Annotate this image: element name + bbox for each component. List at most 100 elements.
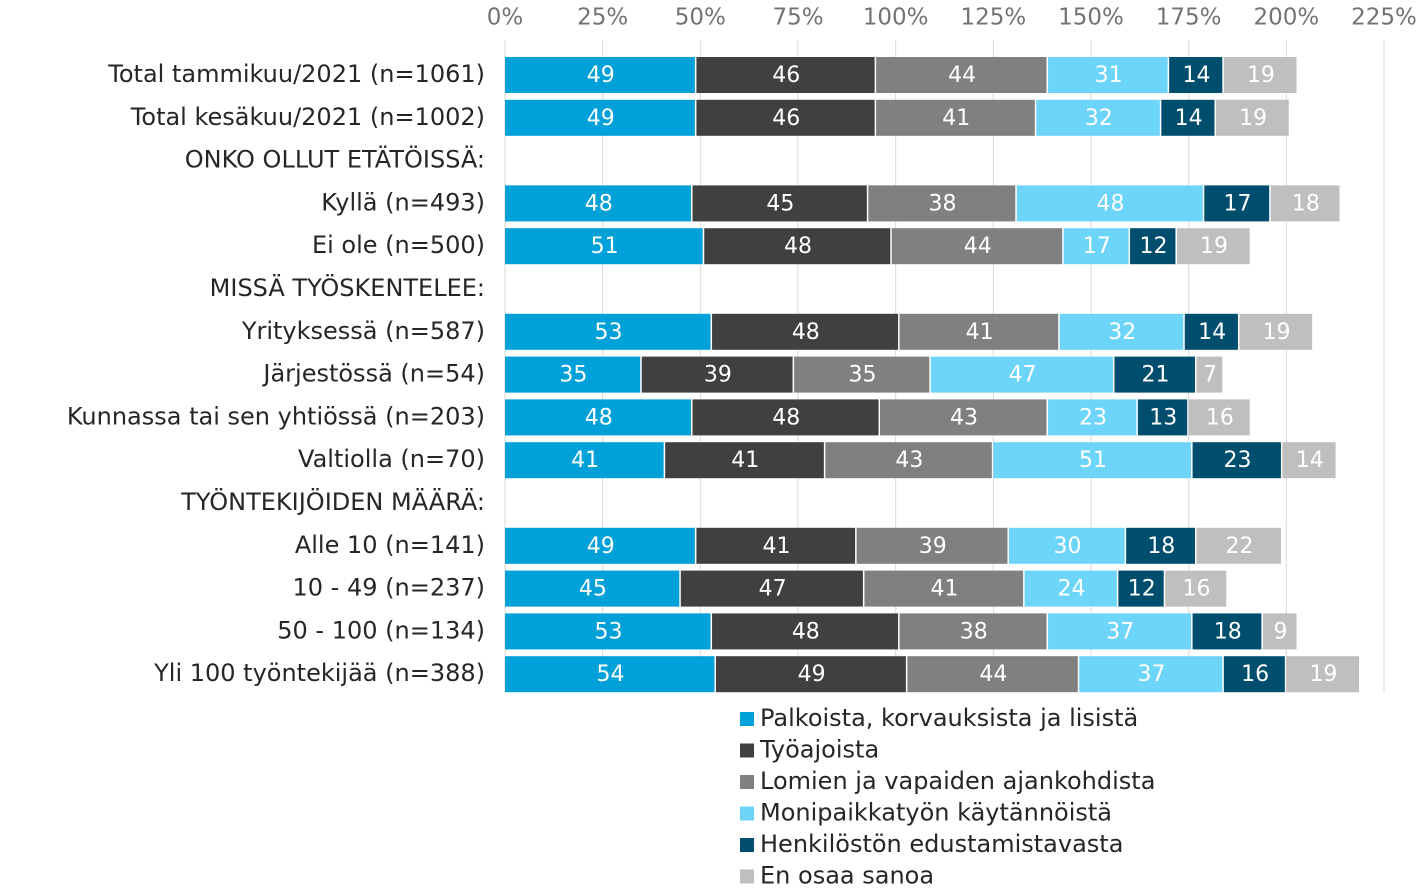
y-tick-label: Yrityksessä (n=587) — [241, 317, 485, 345]
data-label: 49 — [587, 534, 615, 559]
bar-segment — [1169, 57, 1223, 93]
data-label: 19 — [1200, 234, 1228, 259]
bar-segment — [1262, 613, 1297, 650]
x-tick-label: 25% — [577, 5, 628, 31]
x-tick-label: 125% — [960, 5, 1026, 31]
bar-segment — [696, 99, 875, 136]
bar-segment — [696, 527, 856, 564]
legend-label: Työajoista — [759, 736, 879, 764]
bar-segment — [712, 313, 899, 350]
bar-segment — [715, 656, 906, 693]
x-tick-label: 100% — [863, 5, 929, 31]
data-label: 45 — [579, 577, 607, 602]
legend-swatch — [740, 838, 754, 852]
bar-segment — [1270, 185, 1340, 222]
bar-segment — [868, 185, 1016, 222]
legend-swatch — [740, 806, 754, 821]
data-label: 23 — [1224, 448, 1252, 473]
bar-segment — [505, 99, 695, 136]
bar-segment — [1008, 527, 1125, 564]
data-label: 39 — [704, 363, 732, 388]
data-label: 37 — [1138, 662, 1166, 687]
bar-segment — [1223, 656, 1285, 693]
data-label: 53 — [595, 619, 623, 644]
bar-segment — [1223, 57, 1297, 93]
bar-segment — [891, 228, 1063, 265]
data-label: 53 — [595, 320, 623, 345]
y-tick-label: 50 - 100 (n=134) — [277, 616, 485, 644]
bar-segment — [1161, 99, 1215, 136]
bar-segment — [1192, 442, 1281, 479]
bar-segment — [704, 228, 891, 265]
data-label: 19 — [1239, 106, 1267, 131]
data-label: 48 — [585, 191, 613, 216]
bar-segment — [1114, 356, 1195, 393]
y-tick-label: Kunnassa tai sen yhtiössä (n=203) — [67, 402, 485, 430]
data-label: 7 — [1203, 363, 1217, 388]
x-tick-label: 75% — [772, 5, 823, 31]
data-label: 48 — [772, 405, 800, 430]
data-label: 51 — [591, 234, 619, 259]
data-label: 47 — [1009, 363, 1037, 388]
data-label: 14 — [1175, 106, 1203, 131]
data-label: 17 — [1224, 191, 1252, 216]
bar-segment — [505, 570, 680, 607]
bar-segment — [1196, 356, 1223, 393]
bar-segment — [1048, 399, 1137, 436]
bar-segment — [505, 57, 695, 93]
data-label: 44 — [979, 662, 1007, 687]
data-label: 23 — [1079, 405, 1107, 430]
data-label: 37 — [1106, 619, 1134, 644]
data-label: 44 — [964, 234, 992, 259]
bar-segment — [1137, 399, 1188, 436]
data-label: 19 — [1309, 662, 1337, 687]
data-label: 14 — [1182, 63, 1210, 88]
data-label: 39 — [919, 534, 947, 559]
data-label: 49 — [587, 63, 615, 88]
bar-segment — [505, 399, 692, 436]
bar-segment — [665, 442, 824, 479]
bar-segment — [505, 228, 703, 265]
y-tick-label: ONKO OLLUT ETÄTÖISSÄ: — [185, 145, 485, 174]
bar-segment — [993, 442, 1192, 479]
data-label: 16 — [1182, 577, 1210, 602]
data-label: 12 — [1140, 234, 1168, 259]
y-tick-label: Valtiolla (n=70) — [298, 445, 485, 473]
x-tick-label: 50% — [675, 5, 726, 31]
data-label: 14 — [1198, 320, 1226, 345]
x-tick-label: 175% — [1156, 5, 1222, 31]
data-label: 30 — [1054, 534, 1082, 559]
bar-segment — [1016, 185, 1203, 222]
data-label: 9 — [1273, 619, 1287, 644]
data-label: 41 — [763, 534, 791, 559]
data-label: 32 — [1085, 106, 1113, 131]
bar-segment — [825, 442, 992, 479]
data-label: 16 — [1241, 662, 1269, 687]
legend-label: Monipaikkatyön käytännöistä — [760, 799, 1112, 827]
data-label: 18 — [1214, 619, 1242, 644]
data-label: 19 — [1247, 63, 1275, 88]
data-label: 17 — [1083, 234, 1111, 259]
bar-segment — [880, 399, 1047, 436]
data-label: 46 — [772, 63, 800, 88]
legend-swatch — [740, 775, 754, 789]
legend-swatch — [740, 743, 754, 758]
bar-segment — [505, 656, 715, 693]
bar-segment — [692, 185, 867, 222]
bar-segment — [505, 313, 711, 350]
data-label: 38 — [929, 191, 957, 216]
bar-segment — [864, 570, 1024, 607]
y-tick-label: TYÖNTEKIJÖIDEN MÄÄRÄ: — [180, 487, 485, 516]
bar-segment — [1286, 656, 1360, 693]
data-label: 46 — [772, 106, 800, 131]
data-label: 41 — [931, 577, 959, 602]
data-label: 35 — [559, 363, 587, 388]
bar-segment — [856, 527, 1008, 564]
y-tick-label: Järjestössä (n=54) — [261, 360, 485, 388]
data-label: 41 — [966, 320, 994, 345]
data-label: 48 — [792, 619, 820, 644]
y-tick-label: Kyllä (n=493) — [321, 188, 485, 216]
data-label: 54 — [596, 662, 624, 687]
bar-segment — [505, 185, 692, 222]
y-tick-label: 10 - 49 (n=237) — [293, 574, 485, 602]
